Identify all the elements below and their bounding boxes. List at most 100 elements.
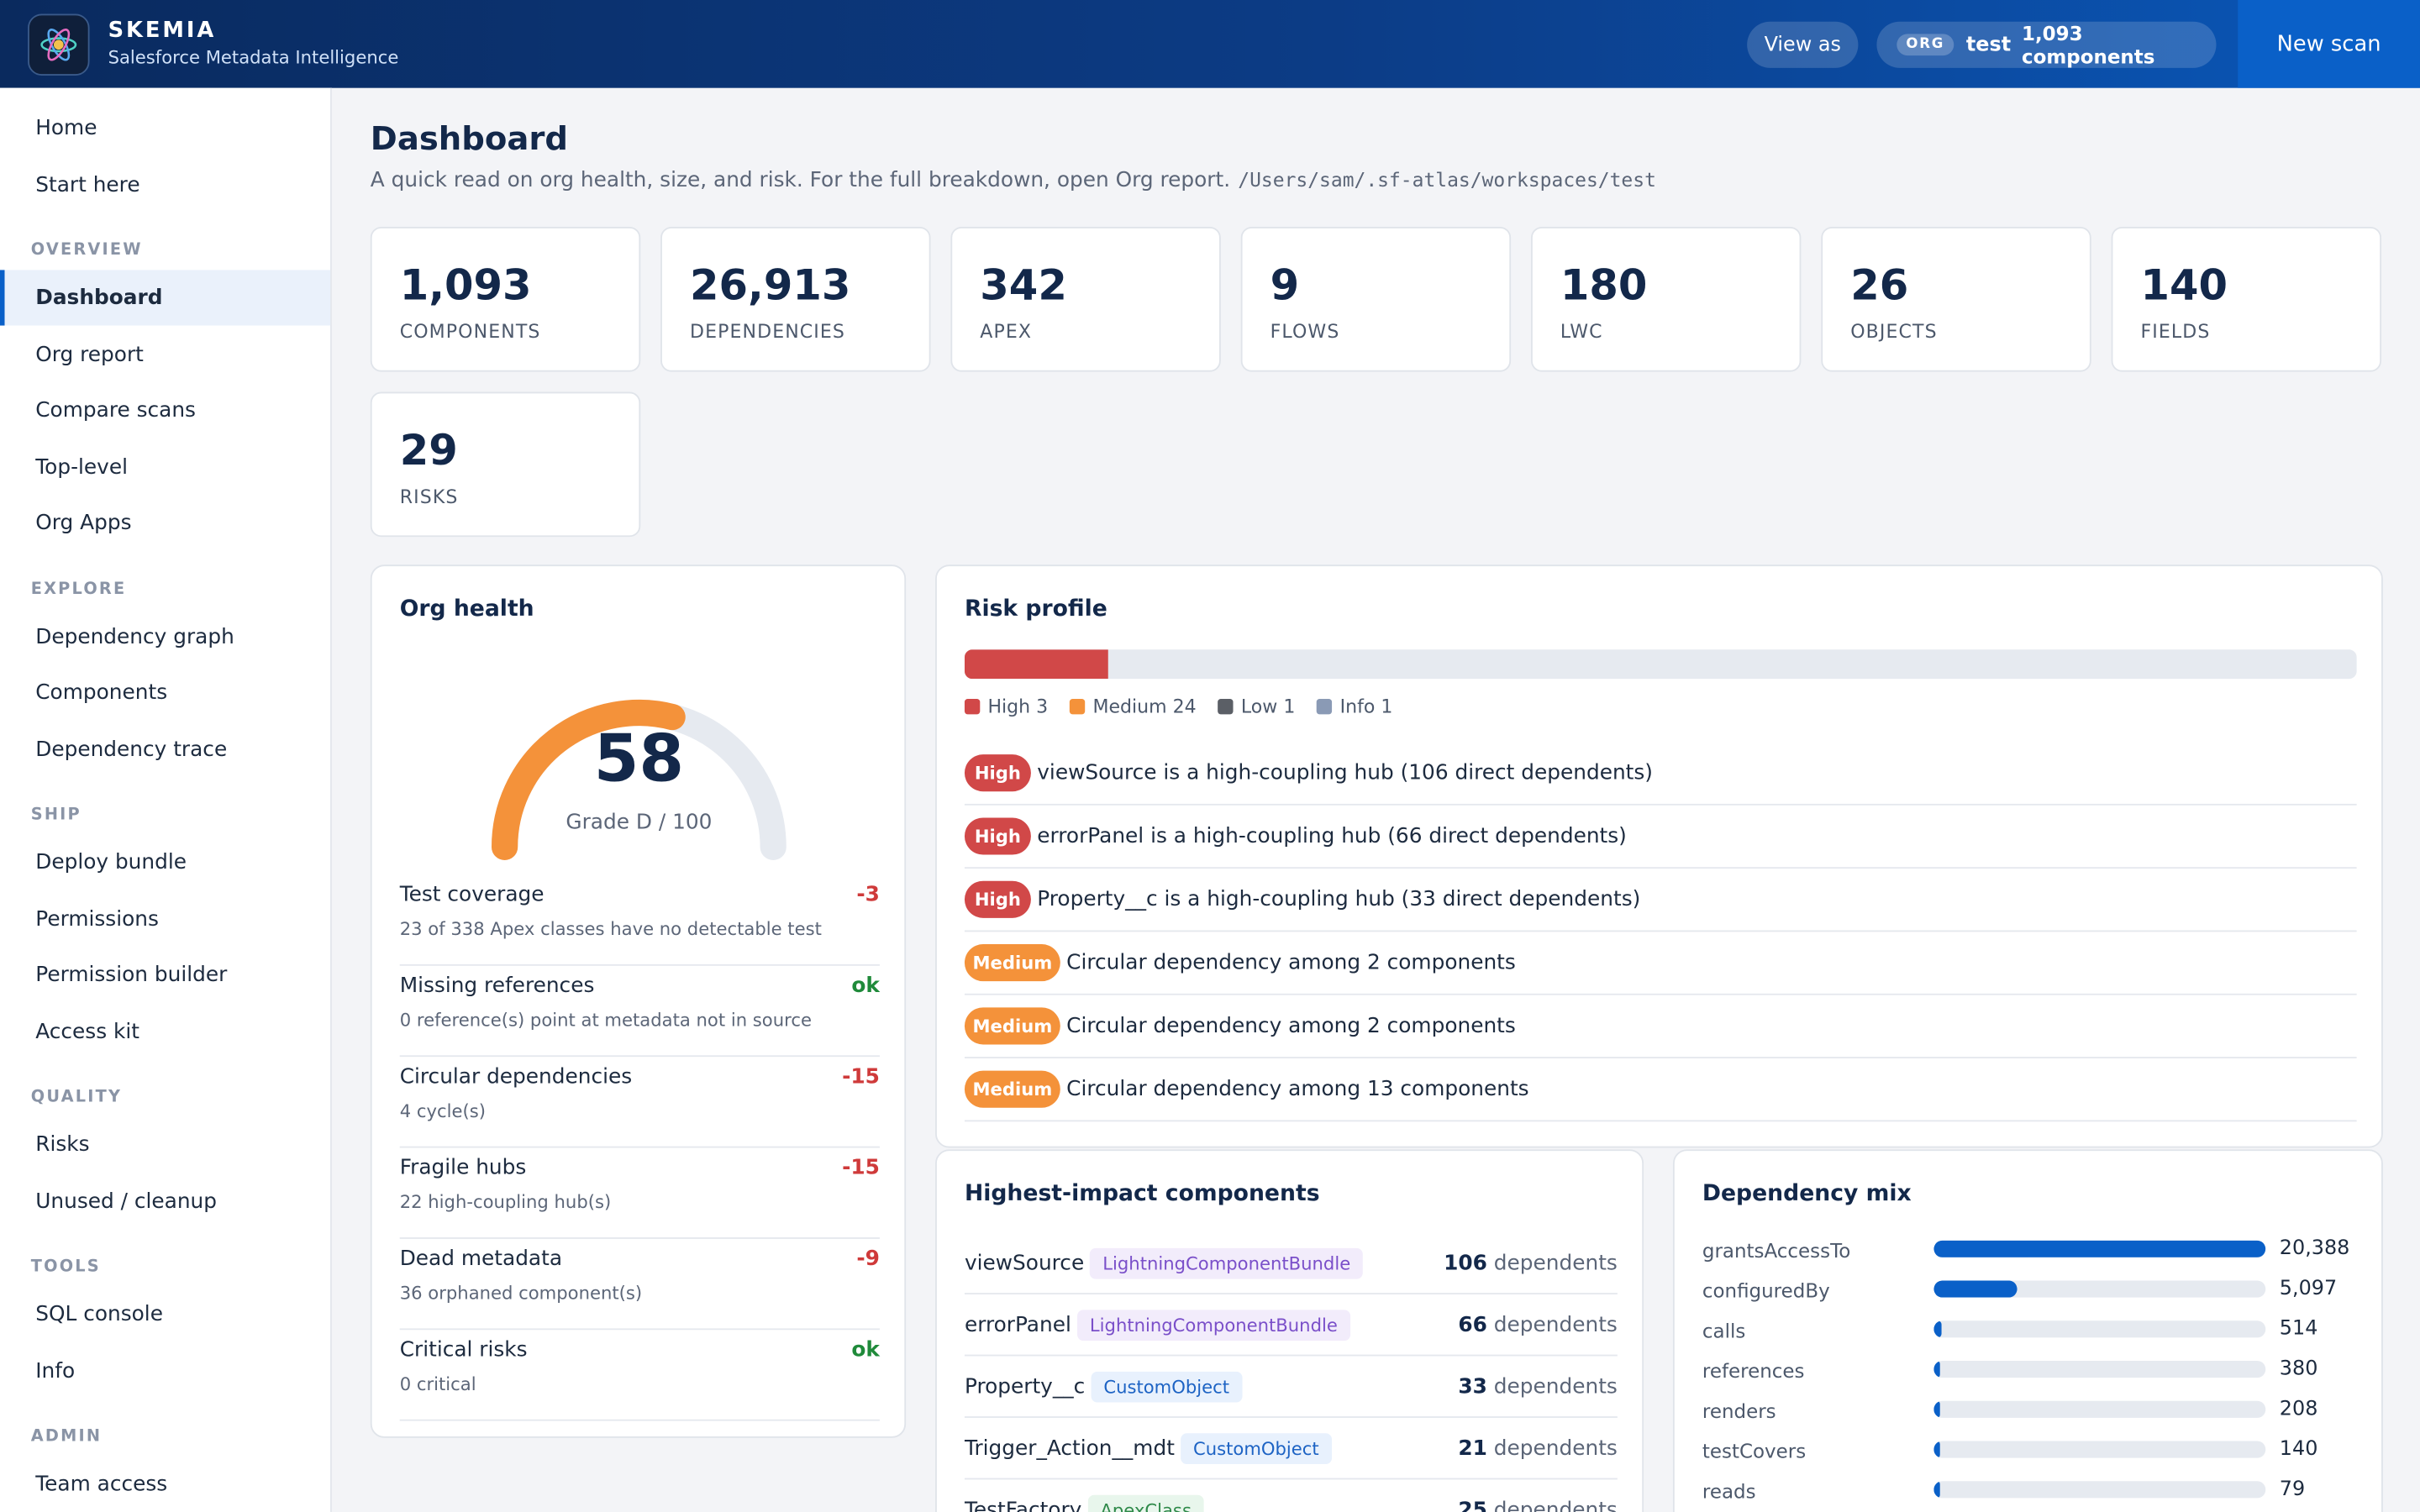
dependency-count: 140 — [2279, 1437, 2318, 1462]
sidebar-section-tools: TOOLS — [30, 1257, 101, 1276]
health-row-critical-risks[interactable]: Critical risks 0 critical ok — [399, 1330, 880, 1421]
component-name: Trigger_Action__mdt — [964, 1436, 1175, 1461]
dependents-word: dependents — [1493, 1436, 1618, 1461]
stat-card-fields[interactable]: 140 FIELDS — [2111, 226, 2382, 372]
atom-icon — [40, 29, 77, 61]
risk-item[interactable]: High Property__c is a high-coupling hub … — [964, 869, 2357, 932]
risk-distribution-bar — [964, 649, 2357, 680]
health-row-score: ok — [851, 973, 880, 999]
legend-label: Low 1 — [1240, 696, 1296, 718]
impact-row[interactable]: Property__c CustomObject 33 dependents — [964, 1356, 1618, 1418]
impact-row[interactable]: viewSource LightningComponentBundle 106 … — [964, 1233, 1618, 1294]
dependency-count: 208 — [2279, 1398, 2318, 1421]
risk-item[interactable]: Medium Circular dependency among 13 comp… — [964, 1058, 2357, 1122]
new-scan-button[interactable]: New scan — [2238, 0, 2420, 88]
health-row-missing-references[interactable]: Missing references 0 reference(s) point … — [399, 966, 880, 1058]
dependency-mix-row[interactable]: testCovers 140 — [1702, 1431, 2357, 1471]
sidebar-item-dependency-trace[interactable]: Dependency trace — [35, 737, 228, 763]
dependency-bar-fill — [1933, 1320, 1943, 1338]
sidebar-item-components[interactable]: Components — [35, 680, 168, 706]
dependency-type-label: renders — [1702, 1399, 1776, 1423]
dependency-bar-fill — [1933, 1441, 1941, 1458]
dependents-count: 21 dependents — [1458, 1436, 1617, 1460]
sidebar-item-info[interactable]: Info — [35, 1359, 76, 1384]
health-row-test-coverage[interactable]: Test coverage 23 of 338 Apex classes hav… — [399, 874, 880, 966]
legend-swatch — [1069, 699, 1086, 715]
sidebar-section-overview: OVERVIEW — [30, 240, 143, 260]
dependents-number: 66 — [1458, 1312, 1487, 1337]
risk-item[interactable]: Medium Circular dependency among 2 compo… — [964, 995, 2357, 1058]
health-row-detail: 36 orphaned component(s) — [399, 1282, 643, 1305]
dependents-word: dependents — [1493, 1250, 1618, 1276]
impact-row[interactable]: TestFactory ApexClass 25 dependents — [965, 1479, 1618, 1512]
stat-card-lwc[interactable]: 180 LWC — [1531, 226, 1802, 372]
dependency-mix-row[interactable]: reads 79 — [1702, 1470, 2357, 1510]
health-row-fragile-hubs[interactable]: Fragile hubs 22 high-coupling hub(s) -15 — [399, 1148, 880, 1239]
sidebar-item-dashboard[interactable]: Dashboard — [0, 270, 331, 326]
dependency-bar-fill — [1933, 1240, 2266, 1257]
sidebar-item-sql-console[interactable]: SQL console — [35, 1302, 163, 1327]
health-row-detail: 0 critical — [399, 1373, 476, 1395]
org-component-count: 1,093 components — [2021, 21, 2155, 68]
stat-label: FLOWS — [1270, 321, 1340, 343]
dependency-mix-row[interactable]: renders 208 — [1702, 1390, 2357, 1431]
stat-card-objects[interactable]: 26 OBJECTS — [1821, 226, 2091, 372]
dependents-count: 33 dependents — [1458, 1374, 1617, 1399]
sidebar-item-deploy-bundle[interactable]: Deploy bundle — [35, 850, 187, 875]
component-type-badge: CustomObject — [1181, 1432, 1332, 1464]
app-logo[interactable] — [28, 13, 90, 76]
stat-value: 9 — [1270, 262, 1300, 311]
health-row-circular-dependencies[interactable]: Circular dependencies 4 cycle(s) -15 — [399, 1057, 880, 1148]
stat-card-risks[interactable]: 29 RISKS — [370, 391, 641, 538]
stat-card-apex[interactable]: 342 APEX — [950, 226, 1221, 372]
dependency-mix-row[interactable]: calls 514 — [1702, 1310, 2357, 1350]
dependency-bar-fill — [1933, 1280, 2018, 1298]
sidebar-item-access-kit[interactable]: Access kit — [35, 1020, 139, 1045]
impact-row[interactable]: errorPanel LightningComponentBundle 66 d… — [964, 1294, 1618, 1357]
sidebar-item-compare-scans[interactable]: Compare scans — [35, 397, 197, 423]
component-name: errorPanel — [964, 1312, 1071, 1337]
component-type-badge: LightningComponentBundle — [1077, 1309, 1350, 1341]
sidebar-item-permissions[interactable]: Permissions — [35, 906, 159, 932]
sidebar-item-unused-cleanup[interactable]: Unused / cleanup — [35, 1189, 217, 1215]
brand-subtitle: Salesforce Metadata Intelligence — [108, 46, 399, 68]
sidebar-item-org-report[interactable]: Org report — [35, 342, 144, 368]
view-as-button[interactable]: View as — [1747, 21, 1859, 68]
sidebar-item-start-here[interactable]: Start here — [35, 172, 140, 198]
sidebar-item-dependency-graph[interactable]: Dependency graph — [35, 624, 234, 650]
stat-card-components[interactable]: 1,093 COMPONENTS — [370, 226, 641, 372]
sidebar-item-permission-builder[interactable]: Permission builder — [35, 963, 228, 988]
sidebar-item-team-access[interactable]: Team access — [35, 1472, 168, 1497]
sidebar-item-risks[interactable]: Risks — [35, 1132, 90, 1158]
page-title: Dashboard — [370, 120, 569, 158]
dependency-mix-row[interactable]: references 380 — [1702, 1350, 2357, 1390]
risk-item[interactable]: High viewSource is a high-coupling hub (… — [964, 742, 2357, 806]
health-row-label: Critical risks — [399, 1337, 528, 1362]
dependency-type-label: references — [1702, 1359, 1805, 1383]
health-gauge — [491, 699, 786, 860]
health-row-score: -3 — [856, 882, 880, 907]
sidebar-item-org-apps[interactable]: Org Apps — [35, 510, 132, 536]
health-row-detail: 22 high-coupling hub(s) — [399, 1190, 612, 1213]
health-row-dead-metadata[interactable]: Dead metadata 36 orphaned component(s) -… — [399, 1239, 880, 1331]
sidebar-item-top-level[interactable]: Top-level — [35, 454, 129, 480]
impact-row[interactable]: Trigger_Action__mdt CustomObject 21 depe… — [964, 1418, 1618, 1480]
risk-item[interactable]: High errorPanel is a high-coupling hub (… — [964, 806, 2357, 869]
stat-card-flows[interactable]: 9 FLOWS — [1240, 226, 1512, 372]
severity-badge-high: High — [964, 880, 1031, 918]
dependency-count: 79 — [2279, 1478, 2306, 1502]
risk-text: errorPanel is a high-coupling hub (66 di… — [1037, 823, 1627, 849]
org-selector[interactable]: ORG test 1,093 components — [1876, 21, 2217, 68]
dependency-bar-fill — [1933, 1360, 1941, 1378]
component-type-badge: CustomObject — [1091, 1370, 1242, 1402]
dependency-count: 20,388 — [2279, 1237, 2350, 1261]
dependency-type-label: testCovers — [1702, 1439, 1807, 1463]
brand-name: SKEMIA — [108, 18, 217, 44]
risk-text: Property__c is a high-coupling hub (33 d… — [1037, 887, 1641, 912]
stat-card-dependencies[interactable]: 26,913 DEPENDENCIES — [660, 226, 931, 372]
dependency-mix-row[interactable]: configuredBy 5,097 — [1702, 1270, 2357, 1310]
sidebar-item-home[interactable]: Home — [35, 115, 97, 141]
dependency-bar-track — [1933, 1481, 2266, 1499]
risk-item[interactable]: Medium Circular dependency among 2 compo… — [964, 932, 2357, 995]
dependency-mix-row[interactable]: grantsAccessTo 20,388 — [1702, 1230, 2357, 1270]
